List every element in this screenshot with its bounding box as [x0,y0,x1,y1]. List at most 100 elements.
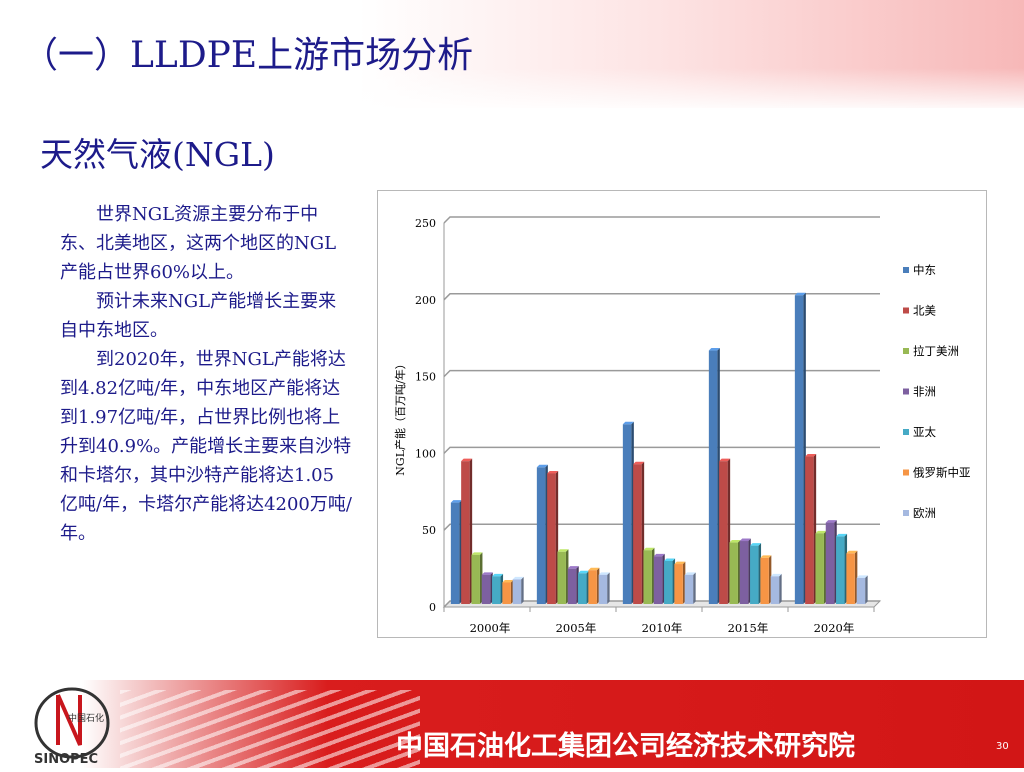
bar-top [633,461,645,465]
x-tick-label: 2005年 [556,621,597,635]
y-tick-label: 200 [415,294,436,307]
bar-top [471,552,483,555]
bar-top [502,579,514,583]
gridline [443,216,880,224]
bar-1-5 [588,570,597,604]
bar-1-3 [567,568,577,604]
paragraph-3: 到2020年，世界NGL产能将达到4.82亿吨/年，中东地区产能将达到1.97亿… [60,349,352,544]
bar-top [450,500,462,503]
bar-4-4 [836,536,845,604]
bar-3-5 [760,557,769,604]
bar-2-6 [684,574,694,604]
bar-1-6 [598,574,608,604]
organization-name: 中国石油化工集团公司经济技术研究院 [396,731,855,762]
bar-side [693,572,696,604]
bar-0-6 [512,579,522,604]
y-axis-label: NGL产能（百万吨/年） [393,358,407,475]
header-band [0,0,1024,108]
sinopec-logo: 中国石化 SINOPEC [28,683,120,768]
bar-top [598,572,610,575]
bar-2-4 [664,560,673,604]
x-tick-label: 2015年 [728,621,769,635]
legend-swatch [903,469,909,476]
bar-3-2 [729,542,738,604]
bar-2-3 [653,556,663,604]
bar-1-4 [578,573,587,604]
bar-0-3 [481,574,491,604]
bar-side [779,573,782,604]
bar-side [865,575,868,604]
bar-top [684,572,696,575]
bar-2-0 [622,424,632,604]
paragraph-1: 世界NGL资源主要分布于中东、北美地区，这两个地区的NGL产能占世界60%以上。 [60,204,337,283]
bar-0-4 [492,576,501,604]
bar-2-1 [633,464,642,604]
y-tick-label: 50 [422,524,436,537]
bar-top [588,567,600,571]
bar-top [512,576,524,580]
bar-top [719,458,731,462]
bar-top [643,547,655,551]
legend-label: 北美 [913,304,936,318]
bar-0-0 [450,502,460,604]
slide-title: （一）LLDPE上游市场分析 [22,35,474,76]
bar-top [481,572,493,575]
bar-side [607,572,610,604]
legend-swatch [903,388,909,395]
bar-4-5 [846,553,855,604]
gridline [443,523,880,531]
legend-label: 俄罗斯中亚 [913,466,971,480]
body-text: 世界NGL资源主要分布于中东、北美地区，这两个地区的NGL产能占世界60%以上。… [60,200,352,548]
bar-top [815,530,827,534]
bar-top [846,550,858,554]
bar-top [729,540,741,543]
bar-4-3 [825,522,835,604]
ngl-capacity-chart: 0 50 100 150 200 250 NGL产能（百万吨/年） 2000年 2005年 201… [393,216,971,635]
bar-3-1 [719,461,728,604]
legend-label: 欧洲 [913,506,936,520]
page-number: 30 [996,741,1009,752]
bar-4-6 [856,577,866,604]
bar-top [622,421,634,425]
bar-3-3 [739,541,749,604]
logo-chinese-text: 中国石化 [68,712,104,724]
legend-swatch [903,267,909,273]
y-tick-label: 0 [429,601,436,614]
bar-top [750,543,762,546]
footer-decoration [120,690,420,768]
gridline [443,369,880,378]
legend-label: 中东 [913,263,936,277]
legend-label: 拉丁美洲 [913,344,959,358]
bar-top [653,553,665,557]
bar-2-2 [643,550,652,604]
chart-frame: 0 50 100 150 200 250 NGL产能（百万吨/年） 2000年 2005年 201… [377,190,987,638]
bar-1-0 [536,467,546,604]
legend-label: 非洲 [913,385,936,399]
bar-top [461,458,473,462]
bar-side [521,576,524,604]
bar-3-6 [770,576,780,604]
bar-top [492,573,504,577]
bar-0-2 [471,554,480,604]
legend-swatch [903,307,909,314]
bar-top [547,470,559,474]
legend-swatch [903,429,909,435]
bar-3-0 [708,350,718,604]
bar-2-5 [674,564,683,604]
bar-top [770,573,782,577]
gridline [443,446,880,454]
bar-top [856,575,868,578]
x-tick-label: 2020年 [814,621,855,635]
bar-top [760,555,772,558]
bar-0-5 [502,582,511,604]
bar-1-1 [547,473,556,604]
bar-top [674,561,686,565]
bar-top [578,570,590,574]
bar-3-4 [750,545,759,604]
bar-top [805,454,817,457]
x-tick-label: 2000年 [470,621,511,635]
y-tick-label: 150 [415,371,436,384]
bar-top [794,292,806,296]
bar-4-1 [805,456,814,604]
bar-4-2 [815,533,824,604]
